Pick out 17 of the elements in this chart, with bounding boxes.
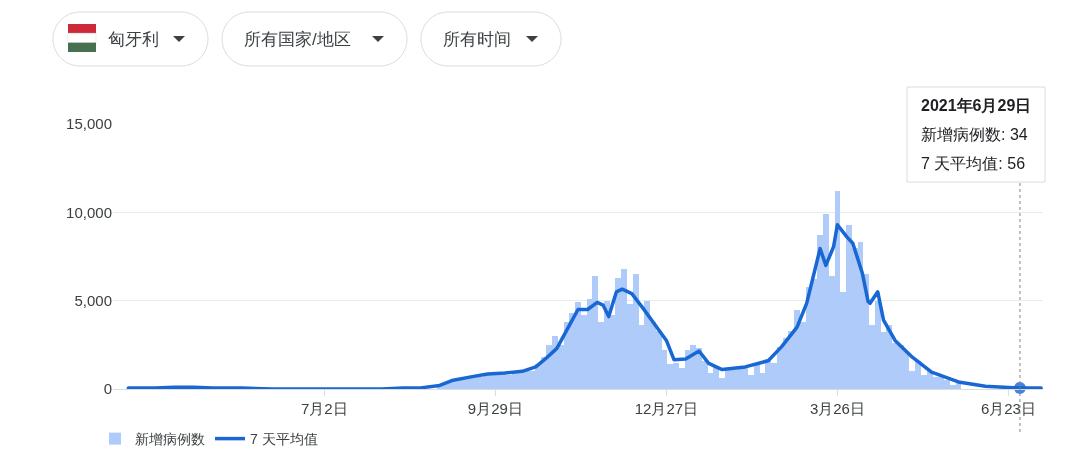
legend-label: 7 天平均值: [250, 431, 318, 448]
y-tick-label: 10,000: [66, 203, 112, 221]
y-tick-label: 15,000: [66, 115, 112, 133]
x-tick-label: 12月27日: [634, 400, 699, 417]
y-tick-label: 0: [103, 380, 112, 398]
text: 所有时间: [443, 30, 511, 49]
x-tick-label: 9月29日: [467, 400, 523, 417]
x-tick-label: 3月26日: [809, 400, 865, 417]
annotation: 新增病例数: 34: [921, 126, 1028, 143]
x-tick-label: 6月23日: [980, 400, 1036, 417]
text: 2021年6月29日: [921, 97, 1032, 114]
y-tick-label: 5,000: [74, 291, 112, 309]
text: 所有国家/地区: [244, 30, 351, 49]
text: 匈牙利: [108, 30, 159, 49]
legend-label: 新增病例数: [135, 431, 205, 448]
x-tick-label: 7月2日: [301, 400, 348, 417]
annotation: 7 天平均值: 56: [921, 155, 1026, 172]
